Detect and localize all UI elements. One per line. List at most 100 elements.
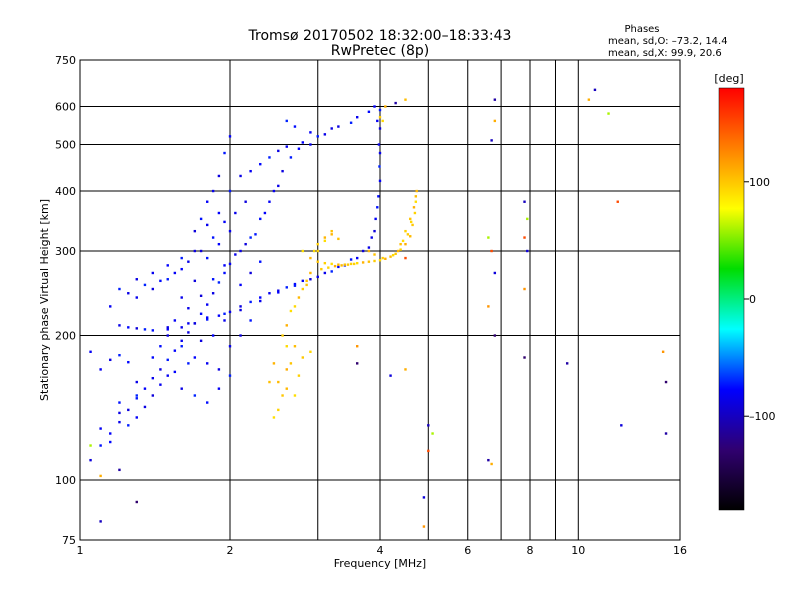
data-point [289, 156, 293, 159]
colorbar-label: [deg] [714, 72, 743, 85]
data-point [487, 305, 490, 308]
data-point [211, 334, 215, 337]
data-point [373, 105, 376, 108]
data-point [285, 368, 288, 371]
data-point [205, 200, 209, 203]
data-point [249, 271, 252, 275]
data-point [193, 279, 197, 283]
data-point [404, 229, 407, 233]
data-point [228, 262, 232, 266]
data-point [413, 211, 417, 215]
data-point [376, 206, 379, 209]
data-point [355, 362, 359, 365]
data-point [293, 305, 297, 308]
data-point [277, 408, 280, 412]
y-axis-ticks: 75 100 200 300 400 500 600 750 [55, 54, 76, 547]
y-tick-label: 400 [55, 185, 76, 198]
data-point [404, 242, 407, 246]
data-point [249, 169, 252, 173]
x-tick-label: 10 [571, 544, 585, 557]
data-point [293, 284, 297, 287]
data-point [151, 376, 155, 380]
data-point [431, 432, 434, 435]
data-point [377, 143, 381, 146]
data-point [330, 229, 333, 233]
data-point [180, 387, 183, 390]
data-point [135, 296, 138, 299]
data-point [217, 242, 221, 246]
data-point [180, 296, 183, 299]
data-point [330, 262, 333, 266]
data-point [193, 356, 197, 359]
data-point [228, 229, 232, 233]
data-point [127, 292, 130, 295]
data-point [127, 408, 130, 412]
data-point [565, 362, 569, 365]
data-point [330, 270, 333, 273]
data-point [239, 249, 242, 253]
data-point [409, 220, 413, 224]
data-point [523, 356, 526, 359]
data-point [118, 324, 121, 327]
legend-title: Phases [624, 24, 659, 35]
data-point [187, 322, 190, 325]
data-point [211, 278, 215, 281]
data-point [490, 139, 493, 142]
data-point [370, 236, 373, 239]
data-point [316, 242, 319, 246]
data-point [399, 248, 402, 251]
data-point [239, 174, 242, 178]
data-point [277, 380, 280, 384]
data-point [384, 105, 387, 108]
data-point [297, 147, 301, 150]
data-point [281, 169, 284, 173]
data-point [381, 119, 384, 123]
data-point [180, 339, 183, 343]
data-point [205, 316, 209, 319]
colorbar-tick-label: 0 [749, 293, 756, 306]
x-tick-label: 8 [527, 544, 534, 557]
data-point [166, 334, 169, 337]
data-point [490, 462, 493, 466]
data-point [349, 258, 353, 261]
data-point [109, 358, 112, 362]
data-point [217, 368, 221, 371]
data-point [367, 260, 371, 263]
data-point [340, 264, 343, 267]
data-point [337, 237, 340, 241]
data-point [151, 394, 155, 397]
x-axis-label: Frequency [MHz] [334, 557, 426, 570]
data-point [205, 256, 209, 260]
data-point [661, 350, 665, 353]
data-point [211, 292, 215, 295]
y-tick-label: 600 [55, 101, 76, 114]
data-point [309, 131, 312, 134]
data-point [490, 249, 493, 253]
data-point [664, 380, 668, 384]
data-point [367, 110, 371, 113]
data-point [277, 184, 280, 188]
data-point [316, 249, 319, 253]
data-point [337, 125, 340, 128]
data-point [367, 246, 371, 249]
data-point [422, 496, 426, 499]
data-point [143, 328, 147, 331]
data-point [289, 362, 293, 365]
data-point [346, 263, 350, 266]
data-point [409, 217, 412, 221]
data-point [180, 267, 183, 271]
data-point [244, 200, 247, 203]
data-point [173, 370, 177, 374]
data-point [259, 260, 262, 263]
colorbar-tick-label: –100 [749, 410, 776, 423]
data-point [305, 279, 308, 283]
x-tick-label: 16 [673, 544, 687, 557]
data-point [151, 329, 155, 332]
data-point [414, 200, 418, 203]
data-point [217, 387, 221, 390]
data-point [301, 141, 305, 144]
data-point [127, 360, 130, 364]
data-point [333, 264, 337, 268]
data-point [199, 294, 203, 297]
